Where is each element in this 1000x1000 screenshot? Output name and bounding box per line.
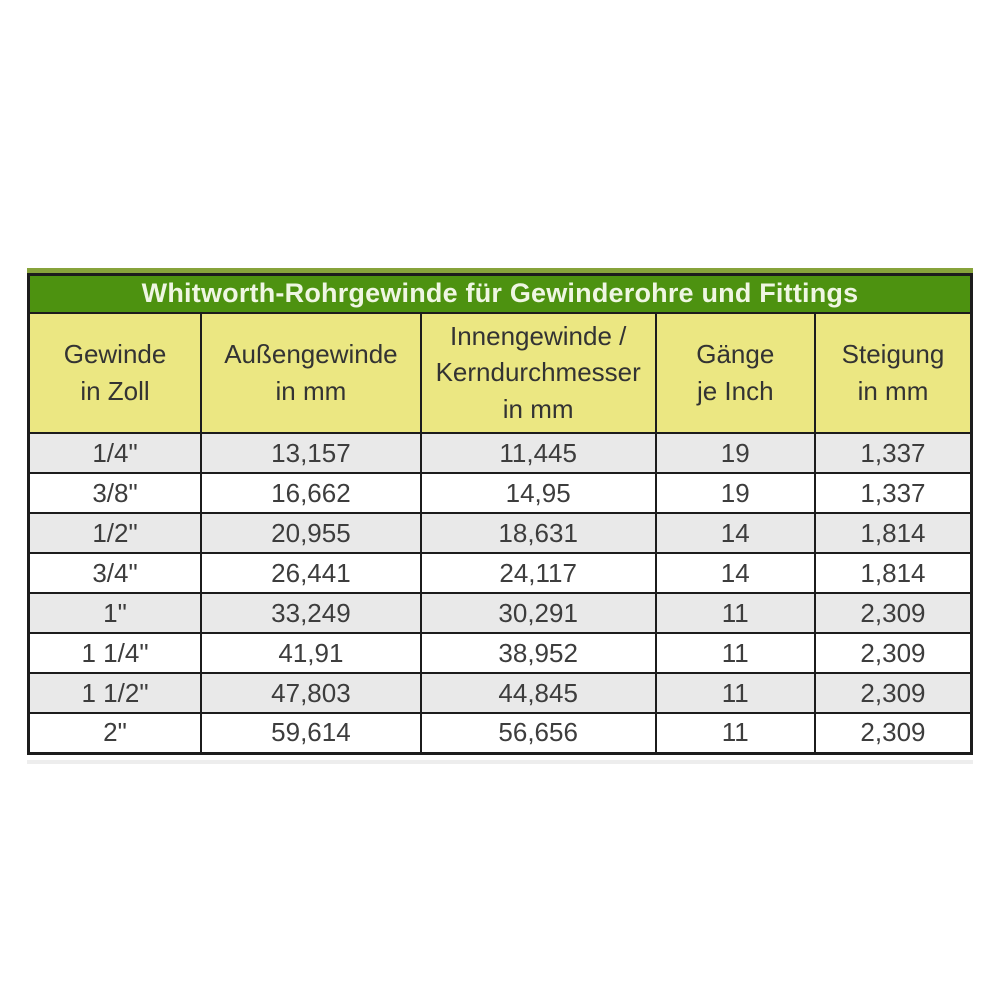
cell-innengewinde-mm: 24,117 xyxy=(419,552,657,595)
cell-gaenge-je-inch: 11 xyxy=(654,672,816,715)
cell-aussengewinde-mm: 41,91 xyxy=(200,632,422,675)
cell-aussengewinde-mm: 47,803 xyxy=(200,672,422,715)
table-row: 1/4" 13,157 11,445 19 1,337 xyxy=(27,432,973,475)
table-drop-shadow xyxy=(27,759,973,764)
cell-steigung-mm: 1,814 xyxy=(813,552,973,595)
cell-aussengewinde-mm: 33,249 xyxy=(200,592,422,635)
cell-gewinde-zoll: 1" xyxy=(27,592,203,635)
cell-gewinde-zoll: 1/4" xyxy=(27,432,203,475)
cell-gewinde-zoll: 3/8" xyxy=(27,472,203,515)
cell-steigung-mm: 1,337 xyxy=(813,472,973,515)
table-row: 2" 59,614 56,656 11 2,309 xyxy=(27,712,973,755)
table-row: 3/8" 16,662 14,95 19 1,337 xyxy=(27,472,973,515)
column-header-innengewinde-kerndurchmesser-in-mm: Innengewinde / Kerndurchmesser in mm xyxy=(419,311,657,435)
table-title: Whitworth-Rohrgewinde für Gewinderohre u… xyxy=(27,273,973,314)
cell-aussengewinde-mm: 26,441 xyxy=(200,552,422,595)
cell-innengewinde-mm: 56,656 xyxy=(419,712,657,755)
cell-innengewinde-mm: 11,445 xyxy=(419,432,657,475)
cell-gewinde-zoll: 1/2" xyxy=(27,512,203,555)
cell-gewinde-zoll: 1 1/2" xyxy=(27,672,203,715)
cell-steigung-mm: 2,309 xyxy=(813,592,973,635)
cell-steigung-mm: 1,337 xyxy=(813,432,973,475)
cell-gaenge-je-inch: 11 xyxy=(654,712,816,755)
column-header-gaenge-je-inch: Gänge je Inch xyxy=(654,311,816,435)
column-header-aussengewinde-in-mm: Außengewinde in mm xyxy=(200,311,422,435)
table-title-row: Whitworth-Rohrgewinde für Gewinderohre u… xyxy=(27,273,973,314)
cell-gaenge-je-inch: 19 xyxy=(654,432,816,475)
cell-gaenge-je-inch: 11 xyxy=(654,592,816,635)
cell-innengewinde-mm: 14,95 xyxy=(419,472,657,515)
cell-innengewinde-mm: 30,291 xyxy=(419,592,657,635)
table-header-row: Gewinde in Zoll Außengewinde in mm Innen… xyxy=(27,311,973,435)
cell-gewinde-zoll: 2" xyxy=(27,712,203,755)
cell-innengewinde-mm: 44,845 xyxy=(419,672,657,715)
cell-steigung-mm: 2,309 xyxy=(813,672,973,715)
table-row: 1 1/2" 47,803 44,845 11 2,309 xyxy=(27,672,973,715)
cell-aussengewinde-mm: 59,614 xyxy=(200,712,422,755)
cell-steigung-mm: 1,814 xyxy=(813,512,973,555)
table-row: 3/4" 26,441 24,117 14 1,814 xyxy=(27,552,973,595)
spec-table-container: Whitworth-Rohrgewinde für Gewinderohre u… xyxy=(27,268,973,764)
cell-steigung-mm: 2,309 xyxy=(813,632,973,675)
cell-gaenge-je-inch: 14 xyxy=(654,552,816,595)
table-row: 1 1/4" 41,91 38,952 11 2,309 xyxy=(27,632,973,675)
cell-gaenge-je-inch: 11 xyxy=(654,632,816,675)
cell-innengewinde-mm: 38,952 xyxy=(419,632,657,675)
cell-gewinde-zoll: 3/4" xyxy=(27,552,203,595)
cell-gewinde-zoll: 1 1/4" xyxy=(27,632,203,675)
column-header-gewinde-in-zoll: Gewinde in Zoll xyxy=(27,311,203,435)
cell-aussengewinde-mm: 16,662 xyxy=(200,472,422,515)
table-row: 1" 33,249 30,291 11 2,309 xyxy=(27,592,973,635)
cell-innengewinde-mm: 18,631 xyxy=(419,512,657,555)
cell-gaenge-je-inch: 19 xyxy=(654,472,816,515)
cell-steigung-mm: 2,309 xyxy=(813,712,973,755)
whitworth-thread-table: Whitworth-Rohrgewinde für Gewinderohre u… xyxy=(27,273,973,755)
table-row: 1/2" 20,955 18,631 14 1,814 xyxy=(27,512,973,555)
cell-gaenge-je-inch: 14 xyxy=(654,512,816,555)
column-header-steigung-in-mm: Steigung in mm xyxy=(813,311,973,435)
cell-aussengewinde-mm: 13,157 xyxy=(200,432,422,475)
cell-aussengewinde-mm: 20,955 xyxy=(200,512,422,555)
